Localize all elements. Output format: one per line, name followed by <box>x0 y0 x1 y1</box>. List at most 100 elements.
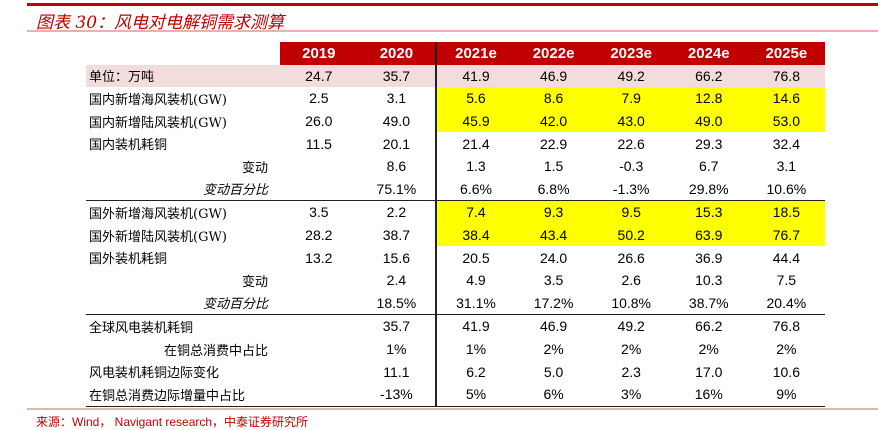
table-cell: 28.2 <box>305 227 333 244</box>
table-cell: 46.9 <box>514 314 593 338</box>
row-label: 国外装机耗铜 <box>89 252 168 268</box>
table-cell: 76.8 <box>747 64 826 88</box>
table-cell: 76.7 <box>747 223 826 247</box>
table-cell: 8.6 <box>514 87 593 110</box>
table-cell: 38.4 <box>435 223 515 247</box>
table-cell: 2.3 <box>621 363 641 380</box>
table-cell: 1.5 <box>543 158 564 175</box>
table-cell: -1.3% <box>612 180 650 197</box>
table-cell: 3% <box>592 382 670 407</box>
table-row: 国外新增海风装机(GW) 3.5 2.2 7.4 9.3 9.5 15.3 18.5 <box>86 200 826 224</box>
row-label: 单位：万吨 <box>86 64 280 88</box>
figure-title: 图表 30：风电对电解铜需求测算 <box>36 13 285 33</box>
table-cell: 22.6 <box>617 135 645 152</box>
header-blank <box>86 42 280 65</box>
footer-rule <box>27 408 878 410</box>
table-cell: 24.0 <box>539 249 568 266</box>
table-cell: 49.2 <box>592 314 670 338</box>
table-cell: 43.0 <box>592 109 670 133</box>
table-cell: 32.4 <box>772 135 800 152</box>
table-cell: 4.9 <box>435 268 515 292</box>
row-label: 在铜总消费中占比 <box>163 343 268 359</box>
table-cell: 44.4 <box>772 249 800 266</box>
table-cell: 53.0 <box>747 109 826 133</box>
table-cell: 26.6 <box>617 249 645 266</box>
copper-demand-table: 2019 2020 2021e 2022e 2023e 2024e 2025e 单位：万吨 2… <box>86 42 826 407</box>
column-header: 2020 <box>357 42 437 65</box>
row-label: 风电装机耗铜边际变化 <box>89 366 220 382</box>
table-cell: 2.2 <box>357 200 437 224</box>
table-cell: 10.6 <box>772 363 800 380</box>
row-label: 国内新增海风装机(GW) <box>89 92 227 108</box>
table-cell: 20.5 <box>435 246 515 269</box>
table-cell: 12.8 <box>669 87 748 110</box>
table-cell <box>280 155 358 178</box>
table-cell: 17.2% <box>533 294 574 311</box>
table-row: 国内装机耗铜 11.5 20.1 21.4 22.9 22.6 29.3 32.4 <box>86 132 825 155</box>
table-cell: 26.0 <box>305 113 333 130</box>
table-cell: 7.9 <box>592 87 670 110</box>
table-cell: 38.7% <box>688 294 729 311</box>
table-cell: 29.8% <box>688 180 729 197</box>
table-cell: 6.6% <box>435 177 515 201</box>
table-cell: 2.6 <box>621 272 641 289</box>
table-row: 在铜总消费中占比 1% 1% 2% 2% 2% 2% <box>86 337 825 361</box>
table-cell: 10.8% <box>611 294 652 311</box>
table-cell: 6.7 <box>699 158 719 175</box>
table-row: 变动百分比 18.5% 31.1% 17.2% 10.8% 38.7% 20.4% <box>86 291 825 315</box>
table-cell: 3.5 <box>543 272 564 289</box>
table-cell: 66.2 <box>669 64 748 88</box>
table-row: 全球风电装机耗铜 35.7 41.9 46.9 49.2 66.2 76.8 <box>86 314 826 338</box>
table-cell: 1.3 <box>435 154 515 178</box>
table-cell: 20.4% <box>766 294 807 311</box>
table-cell: 7.4 <box>435 200 515 224</box>
table-row: 变动 8.6 1.3 1.5 -0.3 6.7 3.1 <box>86 154 825 178</box>
column-header: 2019 <box>280 42 358 65</box>
table-cell: 6.2 <box>435 360 515 383</box>
table-row: 国外新增陆风装机(GW) 28.2 38.7 38.4 43.4 50.2 63.9 76.7 <box>86 223 826 247</box>
table-cell <box>280 338 358 361</box>
table-cell: 7.5 <box>776 272 797 289</box>
table-cell: 11.5 <box>305 135 332 152</box>
table-row: 变动 2.4 4.9 3.5 2.6 10.3 7.5 <box>86 268 825 292</box>
row-label: 变动 <box>241 274 268 290</box>
table-cell: 15.3 <box>669 200 748 224</box>
table-cell: 18.5% <box>376 294 417 311</box>
table-cell <box>280 382 358 407</box>
table-cell <box>280 360 358 383</box>
table-cell: 8.6 <box>386 158 407 175</box>
table-cell: 35.7 <box>357 314 437 338</box>
table-cell: 3.1 <box>386 90 407 107</box>
table-cell: 49.0 <box>382 113 411 130</box>
table-cell: -0.3 <box>619 158 644 175</box>
table-cell: 15.6 <box>382 249 411 266</box>
table-cell: 1% <box>435 337 515 361</box>
table-cell: 5% <box>435 382 515 407</box>
table-cell: 2% <box>621 341 642 358</box>
table-cell: 10.6% <box>766 180 807 197</box>
row-label: 国内装机耗铜 <box>89 138 168 154</box>
table-cell <box>280 292 358 315</box>
table-cell: 42.0 <box>514 109 593 133</box>
table-cell: 35.7 <box>357 64 437 88</box>
table-cell: 2.4 <box>386 272 407 289</box>
table-cell: 49.0 <box>669 109 748 133</box>
row-label: 变动 <box>241 160 268 176</box>
column-header: 2024e <box>669 42 748 65</box>
header-row: 2019 2020 2021e 2022e 2023e 2024e 2025e <box>86 42 826 65</box>
table-cell: 17.0 <box>695 363 723 380</box>
table-cell: 2.5 <box>309 90 329 107</box>
table-cell: 41.9 <box>435 314 515 338</box>
row-label: 变动百分比 <box>202 183 268 199</box>
table-cell: 41.9 <box>435 64 515 88</box>
table-cell: 9% <box>747 382 826 407</box>
table-cell: 20.1 <box>382 135 411 152</box>
table-cell: 38.7 <box>382 227 411 244</box>
table-cell: 24.7 <box>280 64 358 88</box>
table-cell: 29.3 <box>695 135 723 152</box>
table-cell: 10.3 <box>695 272 723 289</box>
table-cell: 50.2 <box>592 223 670 247</box>
table-cell: -13% <box>357 382 437 407</box>
row-label: 全球风电装机耗铜 <box>86 314 280 338</box>
table-cell: 6% <box>514 382 593 407</box>
